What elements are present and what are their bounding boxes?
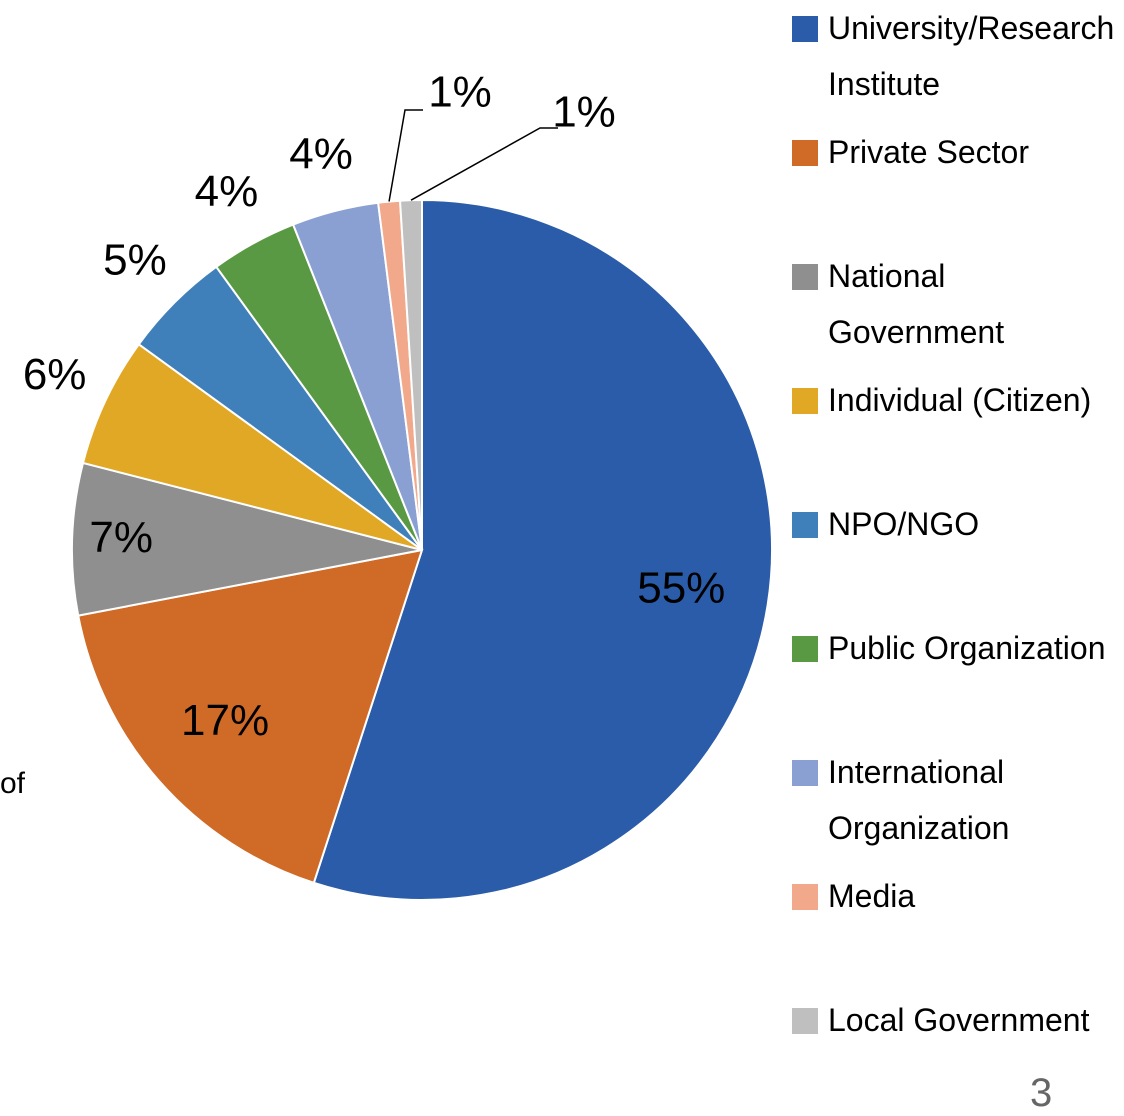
legend-label: NPO/NGO	[828, 506, 980, 542]
legend-item: NPO/NGO	[790, 496, 1124, 620]
legend-label: National Government	[828, 258, 1005, 350]
legend-swatch	[792, 636, 818, 662]
legend: University/Research Institute Private Sec…	[790, 0, 1124, 1116]
legend-item: Local Government	[790, 992, 1124, 1116]
legend-swatch	[792, 512, 818, 538]
legend-item: Public Organization	[790, 620, 1124, 744]
pie-slice	[71, 461, 423, 617]
legend-item: University/Research Institute	[790, 0, 1124, 124]
stray-text: of	[0, 767, 26, 800]
data-label: 4%	[289, 129, 353, 178]
legend-item: National Government	[790, 248, 1124, 372]
legend-label: Individual (Citizen)	[828, 382, 1092, 418]
legend-swatch	[792, 140, 818, 166]
data-label: 4%	[195, 167, 259, 216]
legend-label: Media	[828, 878, 916, 914]
leader-line	[410, 127, 558, 201]
legend-item: Individual (Citizen)	[790, 372, 1124, 496]
leader-line	[388, 109, 423, 202]
data-label: 55%	[637, 564, 725, 613]
data-label: 7%	[89, 513, 153, 562]
pie-slice	[81, 342, 423, 551]
legend-swatch	[792, 760, 818, 786]
legend-label: Public Organization	[828, 630, 1106, 666]
chart: 55% 17% 7% 6% 5% 4% 4% 1% 1%	[23, 68, 773, 901]
data-label: 5%	[103, 236, 167, 285]
legend-label: University/Research Institute	[828, 10, 1115, 102]
legend-label: Private Sector	[828, 134, 1029, 170]
pie-slice	[398, 198, 423, 551]
data-label: 17%	[181, 696, 269, 745]
legend-label: Local Government	[828, 1002, 1090, 1038]
pie-slice	[312, 198, 773, 901]
legend-item: Private Sector	[790, 124, 1124, 248]
data-label: 6%	[23, 350, 87, 399]
legend-swatch	[792, 388, 818, 414]
legend-item: International Organization	[790, 744, 1124, 868]
legend-swatch	[792, 264, 818, 290]
data-label: 1%	[428, 68, 492, 117]
legend-swatch	[792, 1008, 818, 1034]
page-number: 3	[1030, 1071, 1053, 1115]
pie-slice	[77, 548, 424, 885]
legend-item: Media	[790, 868, 1124, 992]
legend-swatch	[792, 884, 818, 910]
data-label: 1%	[552, 88, 616, 137]
legend-swatch	[792, 16, 818, 42]
legend-label: International Organization	[828, 754, 1010, 846]
